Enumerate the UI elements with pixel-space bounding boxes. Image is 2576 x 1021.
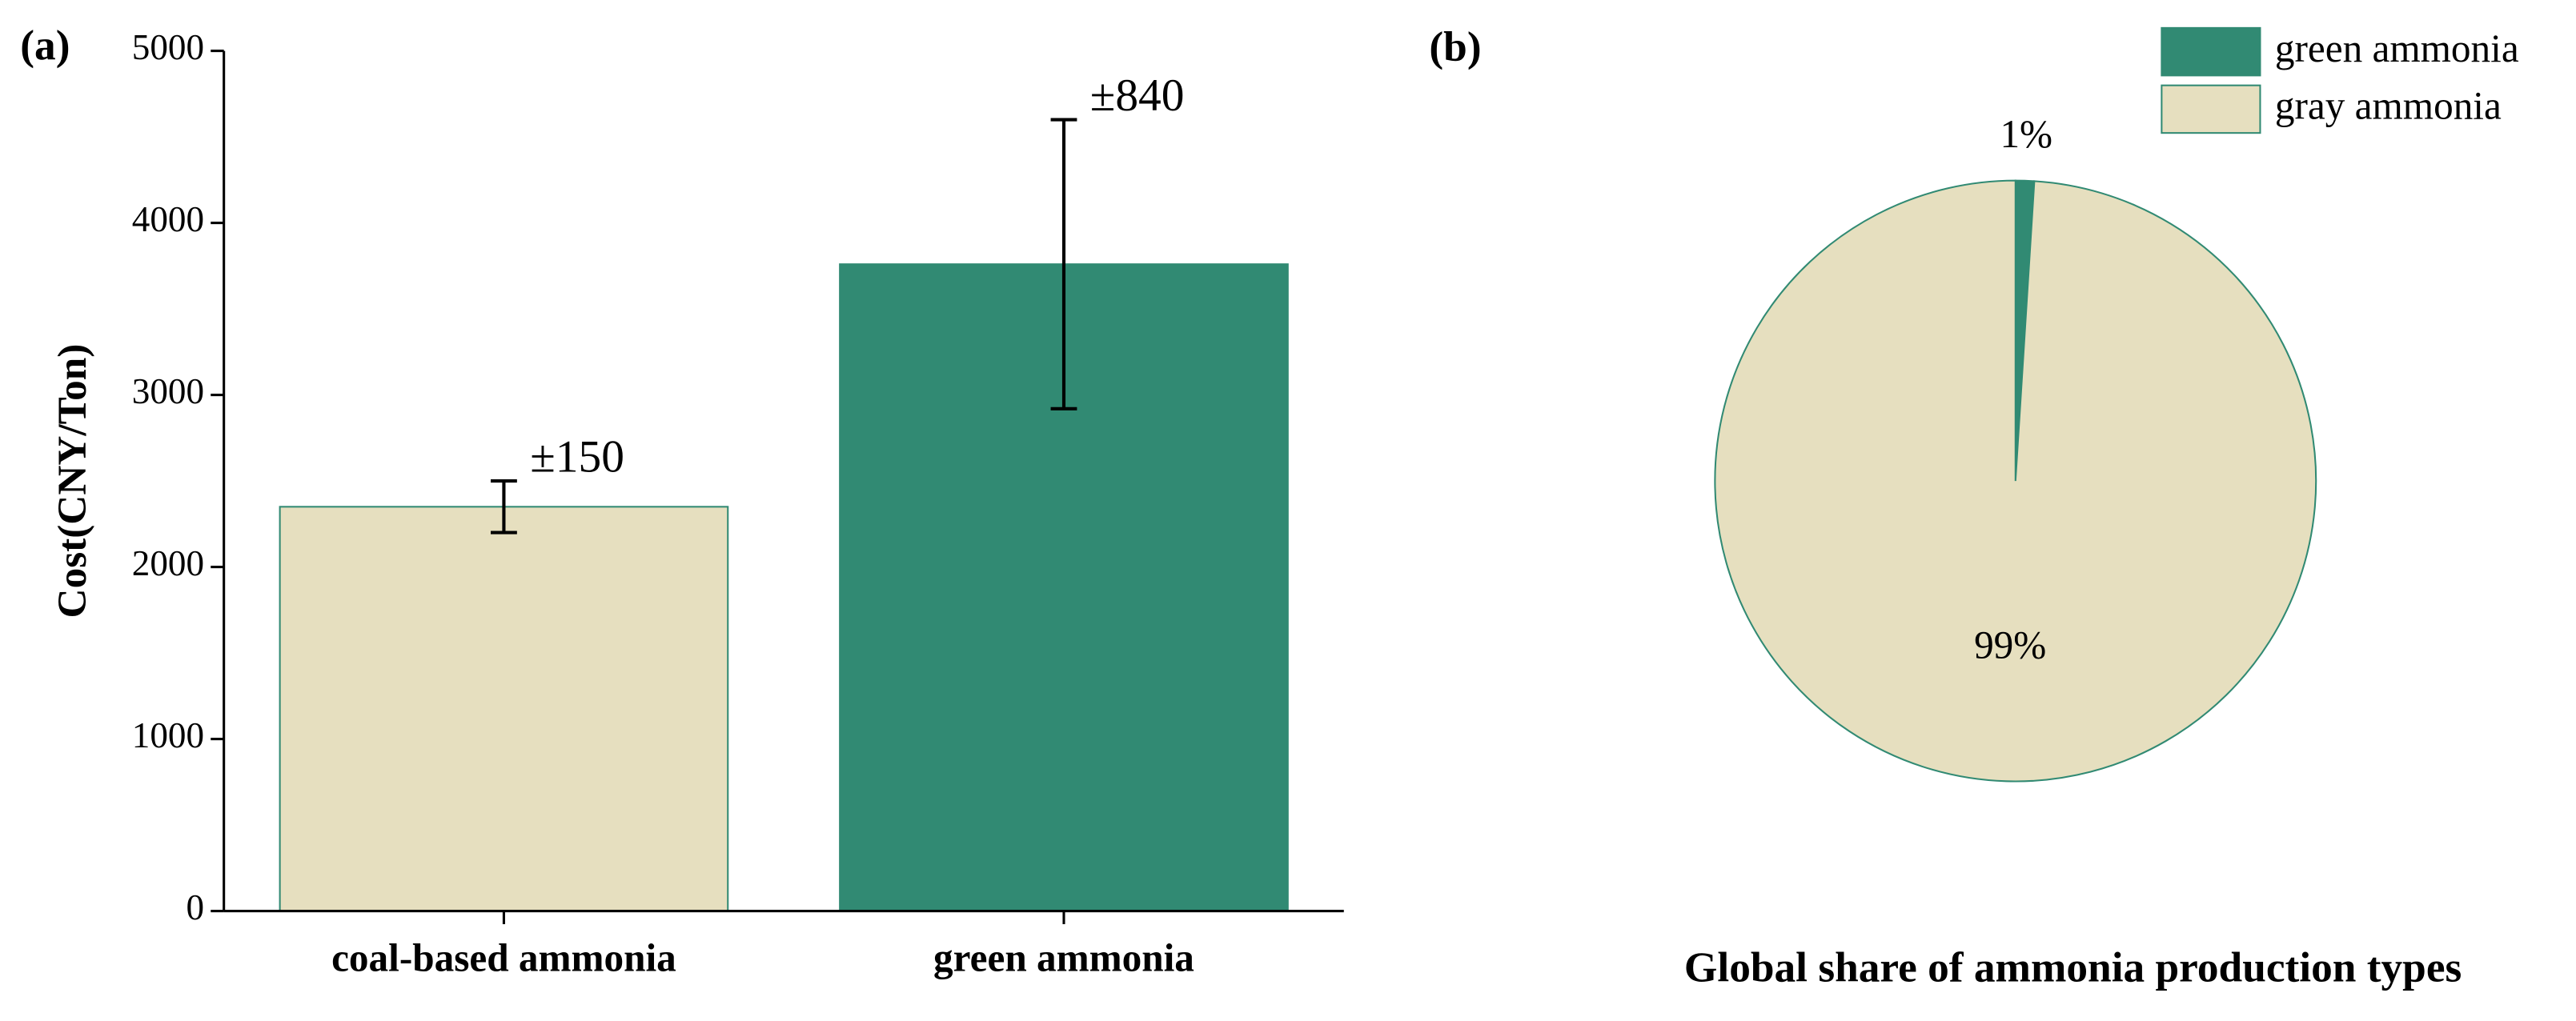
legend-label: green ammonia xyxy=(2275,26,2519,70)
error-label: ±840 xyxy=(1090,70,1185,121)
pie-title: Global share of ammonia production types xyxy=(1684,943,2462,991)
legend-label: gray ammonia xyxy=(2275,84,2502,128)
y-tick-label: 5000 xyxy=(132,27,204,67)
y-tick-label: 4000 xyxy=(132,199,204,239)
x-tick-label: coal-based ammonia xyxy=(331,935,676,979)
legend-swatch xyxy=(2161,26,2261,77)
pie-slice xyxy=(1714,179,2317,783)
error-label: ±150 xyxy=(530,432,624,482)
y-tick-label: 0 xyxy=(186,887,204,927)
pie-label: 1% xyxy=(2000,112,2052,156)
y-tick-label: 2000 xyxy=(132,543,204,583)
panel-label: (b) xyxy=(1429,22,1481,70)
pie-label: 99% xyxy=(1974,623,2046,667)
y-tick-label: 1000 xyxy=(132,715,204,755)
bar xyxy=(279,506,729,912)
y-tick-label: 3000 xyxy=(132,371,204,411)
error-bar xyxy=(491,479,517,535)
error-bar xyxy=(1050,118,1077,410)
panel-label: (a) xyxy=(20,21,70,69)
x-tick-label: green ammonia xyxy=(933,935,1194,979)
y-axis-label: Cost(CNY/Ton) xyxy=(50,344,95,619)
legend-swatch xyxy=(2161,84,2261,134)
